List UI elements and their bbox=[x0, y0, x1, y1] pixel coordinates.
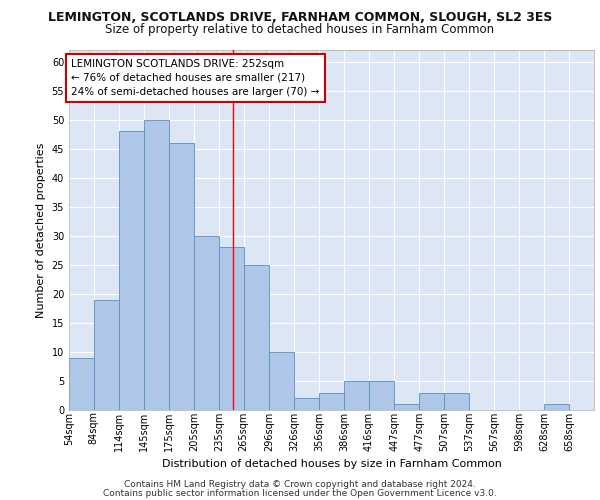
Bar bbox=[344, 381, 369, 410]
Text: LEMINGTON SCOTLANDS DRIVE: 252sqm
← 76% of detached houses are smaller (217)
24%: LEMINGTON SCOTLANDS DRIVE: 252sqm ← 76% … bbox=[71, 58, 320, 96]
Bar bbox=[244, 265, 269, 410]
Bar bbox=[119, 132, 145, 410]
Text: Size of property relative to detached houses in Farnham Common: Size of property relative to detached ho… bbox=[106, 22, 494, 36]
Text: Contains public sector information licensed under the Open Government Licence v3: Contains public sector information licen… bbox=[103, 489, 497, 498]
Bar bbox=[394, 404, 419, 410]
Bar bbox=[544, 404, 569, 410]
Bar bbox=[319, 392, 344, 410]
Text: LEMINGTON, SCOTLANDS DRIVE, FARNHAM COMMON, SLOUGH, SL2 3ES: LEMINGTON, SCOTLANDS DRIVE, FARNHAM COMM… bbox=[48, 11, 552, 24]
Bar bbox=[269, 352, 294, 410]
Bar bbox=[145, 120, 169, 410]
Text: Contains HM Land Registry data © Crown copyright and database right 2024.: Contains HM Land Registry data © Crown c… bbox=[124, 480, 476, 489]
Bar bbox=[69, 358, 94, 410]
Bar bbox=[444, 392, 469, 410]
Bar bbox=[294, 398, 319, 410]
Bar bbox=[194, 236, 219, 410]
Bar bbox=[219, 248, 244, 410]
Bar bbox=[419, 392, 444, 410]
Bar bbox=[94, 300, 119, 410]
X-axis label: Distribution of detached houses by size in Farnham Common: Distribution of detached houses by size … bbox=[161, 459, 502, 469]
Y-axis label: Number of detached properties: Number of detached properties bbox=[36, 142, 46, 318]
Bar bbox=[169, 143, 194, 410]
Bar bbox=[369, 381, 394, 410]
